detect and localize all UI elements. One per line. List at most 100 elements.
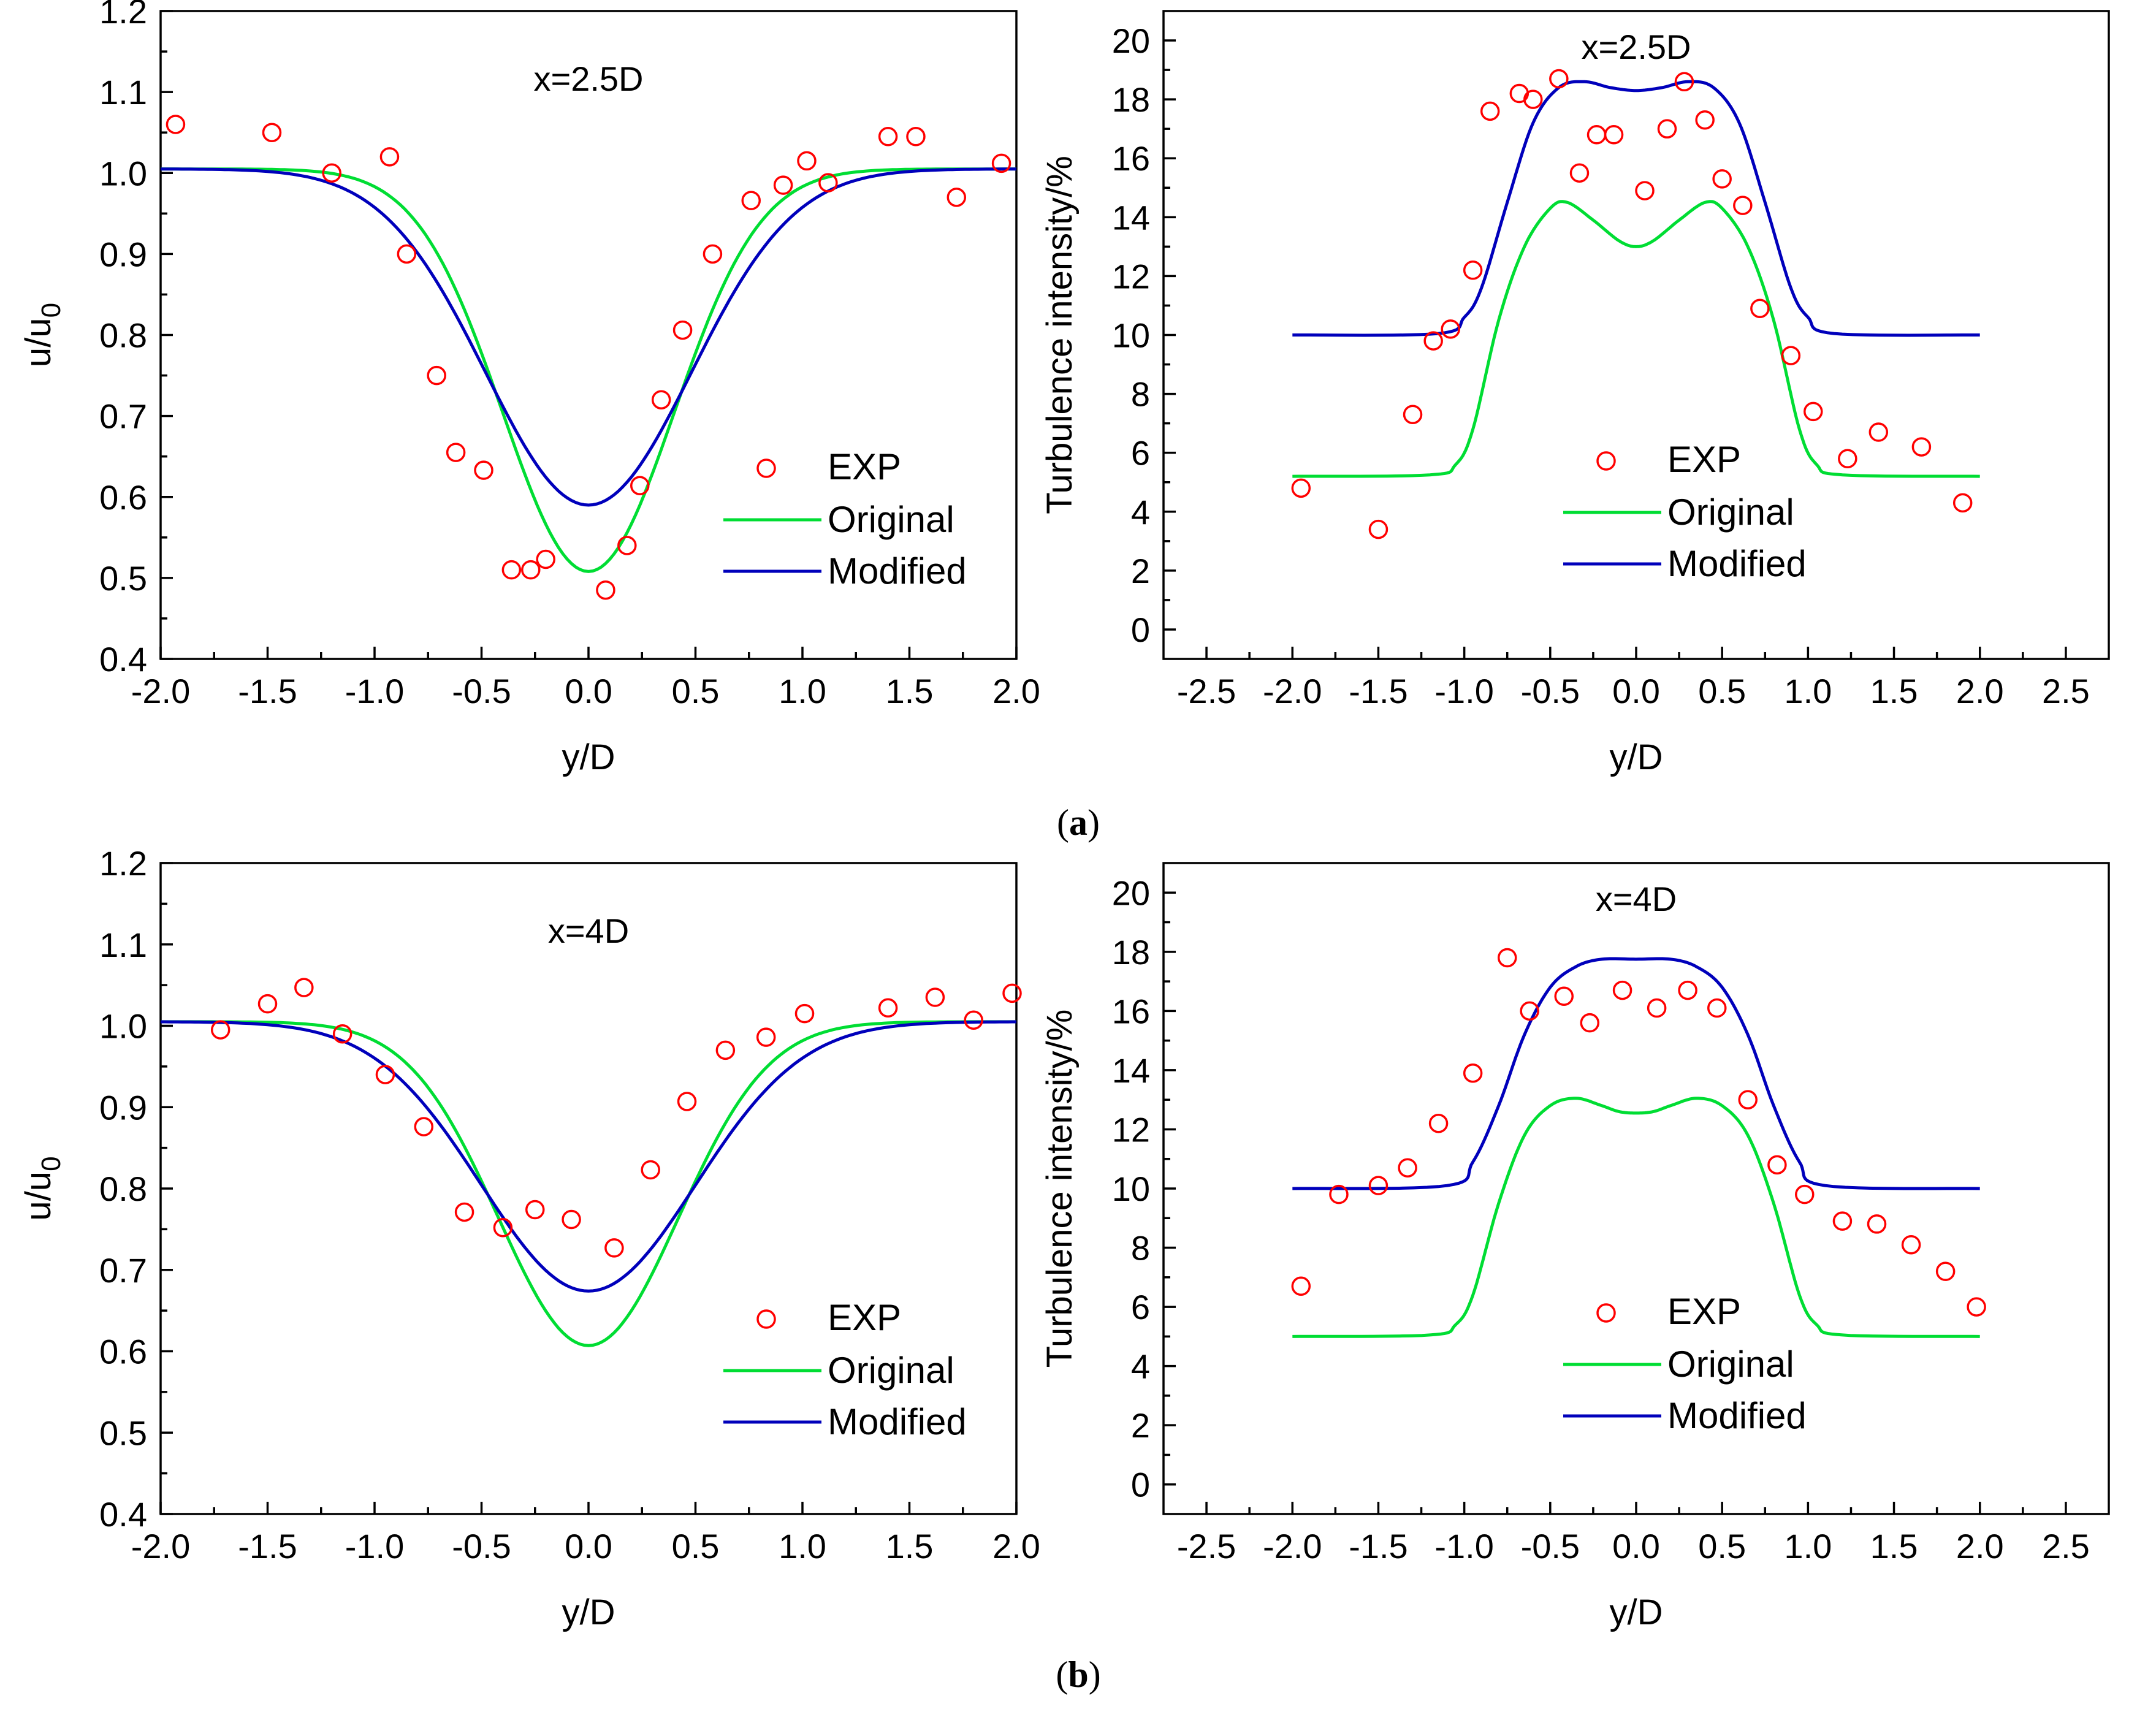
legend: EXP Original Modified: [1563, 1291, 1807, 1436]
x-axis-title: y/D: [562, 1592, 615, 1632]
exp-point: [1678, 980, 1697, 1000]
x-tick-label: -0.5: [452, 1527, 511, 1566]
y-axis-title: u/u0: [18, 303, 66, 367]
x-tick-label: 0.0: [565, 1527, 612, 1566]
exp-point: [818, 173, 838, 192]
x-tick-label: -1.5: [238, 672, 297, 710]
exp-point: [1463, 1063, 1483, 1083]
exp-point: [1911, 437, 1932, 457]
series-line-original: [161, 167, 1016, 573]
exp-point: [878, 127, 898, 146]
y-tick-label: 0.4: [99, 1495, 147, 1534]
x-tick-label: -1.0: [345, 1527, 405, 1566]
exp-point: [947, 188, 967, 207]
exp-point: [446, 443, 466, 462]
legend-original-label: Original: [1667, 1344, 1794, 1385]
chart-a-velocity: -2.0 -1.5 -1.0 -0.5 0.0 0.5 1.0 1.5 2.0 0.4 0.5 0.6…: [18, 0, 1040, 777]
exp-point: [294, 978, 314, 997]
y-tick-label: 4: [1131, 1347, 1150, 1386]
y-tick-label: 0.9: [99, 1088, 147, 1127]
x-tick-label: 0.0: [1612, 1527, 1660, 1566]
exp-point: [1441, 319, 1460, 339]
x-tick-label: -2.5: [1177, 672, 1236, 710]
legend-modified-label: Modified: [828, 1401, 967, 1442]
y-tick-label: 0.5: [99, 559, 147, 598]
exp-point: [1554, 986, 1574, 1006]
y-tick-label: 10: [1112, 1170, 1150, 1208]
exp-point: [1712, 169, 1732, 189]
y-tick-label: 1.1: [99, 926, 147, 964]
y-tick-label: 16: [1112, 992, 1150, 1030]
exp-point: [756, 1027, 776, 1047]
y-tick-label: 1.0: [99, 1007, 147, 1046]
y-tick-label: 0.4: [99, 640, 147, 679]
x-tick-label: 1.0: [779, 672, 826, 710]
exp-point: [1549, 69, 1569, 89]
exp-point: [651, 390, 671, 409]
exp-point: [1423, 331, 1443, 351]
x-tick-label: -1.5: [238, 1527, 297, 1566]
y-tick-label: 6: [1131, 1288, 1150, 1326]
exp-point: [1398, 1158, 1417, 1177]
exp-point: [166, 115, 186, 134]
exp-point: [397, 244, 417, 264]
exp-point: [1368, 519, 1388, 539]
exp-point: [1497, 948, 1517, 968]
y-tick-label: 0.5: [99, 1413, 147, 1452]
y-tick-label: 14: [1112, 198, 1150, 237]
exp-point: [1368, 1176, 1388, 1195]
exp-point: [1695, 110, 1715, 130]
x-tick-label: -2.5: [1177, 1527, 1236, 1566]
x-tick-label: -1.0: [1434, 1527, 1494, 1566]
exp-point: [604, 1238, 624, 1258]
legend-exp-marker: [756, 1309, 776, 1329]
exp-point: [1750, 299, 1770, 319]
exp-point: [797, 151, 817, 171]
exp-point: [521, 560, 541, 580]
exp-point: [773, 175, 793, 195]
exp-point: [1804, 401, 1823, 422]
exp-point: [1952, 493, 1973, 513]
exp-point: [964, 1010, 983, 1030]
exp-point: [1580, 1013, 1600, 1033]
y-tick-label: 6: [1131, 434, 1150, 473]
x-tick-label: -1.0: [345, 672, 405, 710]
exp-point: [454, 1202, 474, 1222]
chart-b-velocity: -2.0 -1.5 -1.0 -0.5 0.0 0.5 1.0 1.5 2.0 0.4 0.5 0.6…: [18, 844, 1040, 1632]
series-line-modified: [1292, 80, 1980, 337]
exp-point: [925, 987, 945, 1007]
exp-point: [1781, 346, 1801, 365]
legend-modified-label: Modified: [1667, 543, 1807, 584]
x-tick-label: -0.5: [1521, 1527, 1580, 1566]
legend-exp-marker: [1596, 451, 1616, 471]
exp-point: [493, 1217, 513, 1238]
y-tick-label: 8: [1131, 375, 1150, 414]
y-tick-label: 1.2: [99, 844, 147, 883]
chart-b-turbulence: -2.5 -2.0 -1.5 -1.0 -0.5 0.0 0.5 1.0 1.5 2.0 2.5 0 2…: [1040, 862, 2110, 1632]
series-line-modified: [161, 1020, 1016, 1293]
y-tick-label: 10: [1112, 316, 1150, 355]
x-tick-label: -0.5: [452, 672, 511, 710]
legend-exp-marker: [756, 458, 776, 478]
legend-exp-marker: [1596, 1303, 1616, 1323]
y-tick-label: 0.8: [99, 1170, 147, 1208]
y-tick-label: 20: [1112, 873, 1150, 912]
y-tick-label: 14: [1112, 1051, 1150, 1090]
exp-point: [641, 1160, 660, 1180]
exp-point: [1733, 196, 1753, 215]
x-tick-label: 0.5: [672, 1527, 720, 1566]
exp-point: [1674, 72, 1694, 92]
x-tick-label: -1.0: [1434, 672, 1494, 710]
x-tick-label: 0.0: [565, 672, 612, 710]
exp-point: [1795, 1184, 1815, 1204]
exp-point: [427, 365, 446, 386]
legend-exp-label: EXP: [1667, 1291, 1741, 1332]
exp-point: [596, 580, 615, 600]
x-tick-label: 1.0: [1784, 672, 1832, 710]
x-tick-label: -0.5: [1521, 672, 1580, 710]
y-tick-label: 0.6: [99, 1333, 147, 1371]
exp-point: [1867, 1214, 1887, 1234]
y-tick-label: 18: [1112, 80, 1150, 119]
exp-point: [1587, 125, 1607, 145]
exp-point: [1329, 1184, 1349, 1204]
